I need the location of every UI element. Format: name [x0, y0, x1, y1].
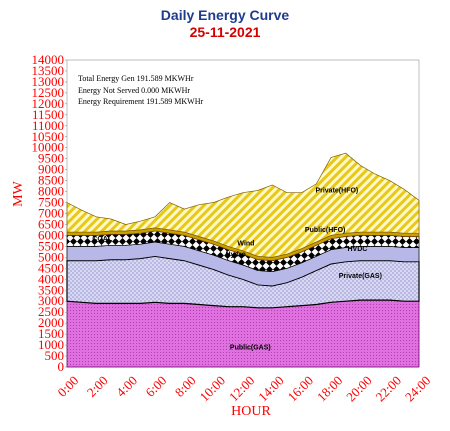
- y-tick-label: 4500: [38, 260, 64, 275]
- y-tick-label: 4000: [38, 271, 64, 286]
- y-tick-label: 5000: [38, 249, 64, 264]
- x-tick-label: 0:00: [54, 373, 81, 400]
- chart-title: Daily Energy Curve: [160, 7, 290, 23]
- y-tick-label: 7500: [38, 195, 64, 210]
- y-tick-label: 12000: [32, 96, 65, 111]
- y-tick-label: 13000: [32, 74, 65, 89]
- x-tick-label: 20:00: [343, 373, 375, 405]
- x-tick-label: 24:00: [402, 373, 434, 405]
- hvdc-label: HVDC: [347, 246, 367, 253]
- annotation-requirement: Energy Requirement 191.589 MKWHr: [78, 97, 203, 106]
- y-tick-label: 2500: [38, 304, 64, 319]
- x-tick-label: 18:00: [314, 373, 346, 405]
- wind-label: Wind: [237, 240, 254, 247]
- y-tick-label: 500: [45, 348, 65, 363]
- y-tick-label: 10000: [32, 140, 65, 155]
- y-tick-label: 1000: [38, 337, 64, 352]
- public-hfo-label: Public(HFO): [305, 227, 345, 234]
- public-gas-area: [66, 299, 420, 368]
- y-tick-label: 5500: [38, 238, 64, 253]
- x-tick-label: 12:00: [226, 373, 258, 405]
- private-gas-label: Private(GAS): [339, 273, 382, 280]
- y-tick-label: 7000: [38, 206, 64, 221]
- coal-label: COAL: [92, 236, 113, 243]
- y-tick-label: 11500: [32, 107, 64, 122]
- x-tick-label: 22:00: [373, 373, 405, 405]
- y-tick-label: 0: [58, 359, 65, 374]
- series-labels: Public(GAS) Private(GAS) HVDC COAL Public(HF…: [92, 188, 382, 352]
- private-hfo-area: [66, 152, 420, 258]
- x-tick-label: 6:00: [142, 373, 169, 400]
- private-hfo-label: Private(HFO): [315, 188, 358, 195]
- x-tick-label: 2:00: [84, 373, 111, 400]
- y-tick-label: 13500: [32, 63, 65, 78]
- x-tick-label: 14:00: [255, 373, 287, 405]
- y-tick-label: 1500: [38, 326, 64, 341]
- y-tick-label: 9000: [38, 162, 64, 177]
- annotation-not-served: Energy Not Served 0.000 MKWHr: [78, 86, 190, 95]
- x-tick-label: 16:00: [285, 373, 317, 405]
- y-tick-label: 2000: [38, 315, 64, 330]
- y-tick-label: 8000: [38, 184, 64, 199]
- y-tick-label: 8500: [38, 173, 64, 188]
- stacked-areas: [66, 152, 420, 368]
- x-tick-label: 10:00: [197, 373, 229, 405]
- y-tick-label: 3500: [38, 282, 64, 297]
- y-tick-label: 14000: [32, 52, 65, 67]
- x-axis-title: HOUR: [231, 404, 271, 419]
- y-tick-label: 10500: [32, 129, 65, 144]
- y-tick-label: 9500: [38, 151, 64, 166]
- y-tick-label: 6500: [38, 216, 64, 231]
- hydro-label: Hydro: [226, 251, 246, 258]
- annotation-total-gen: Total Energy Gen 191.589 MKWHr: [78, 74, 194, 83]
- y-tick-label: 12500: [32, 85, 65, 100]
- y-tick-label: 6000: [38, 227, 64, 242]
- x-tick-label: 4:00: [113, 373, 140, 400]
- y-tick-label: 11000: [32, 118, 64, 133]
- x-axis-ticks: 0:00 2:00 4:00 6:00 8:0010:0012:0014:0016:00…: [54, 373, 433, 405]
- y-axis-ticks: 0500100015002000250030003500400045005000…: [32, 52, 67, 374]
- public-gas-label: Public(GAS): [230, 344, 271, 351]
- chart-date: 25-11-2021: [189, 24, 261, 40]
- y-tick-label: 3000: [38, 293, 64, 308]
- y-axis-title: MW: [11, 180, 26, 206]
- x-tick-label: 8:00: [172, 373, 199, 400]
